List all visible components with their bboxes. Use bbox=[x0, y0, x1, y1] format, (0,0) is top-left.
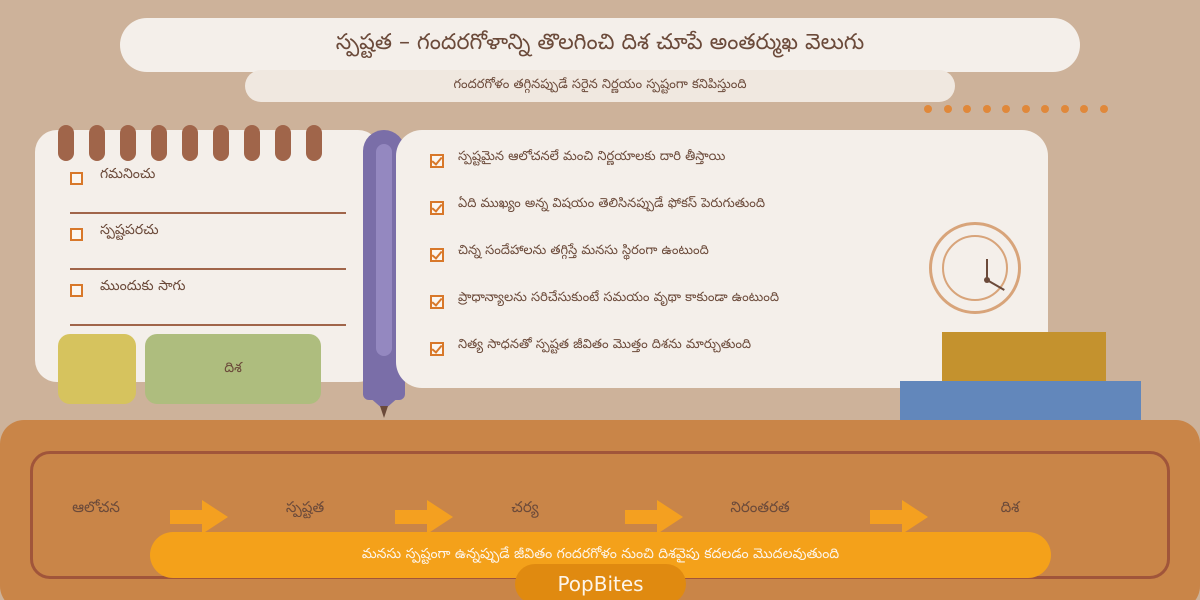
flow-step: ఆలోచన bbox=[72, 498, 120, 516]
page-title-text: స్పష్టత – గందరగోళాన్ని తొలగించి దిశ చూపే… bbox=[335, 30, 865, 55]
summary-banner-text: మనసు స్పష్టంగా ఉన్నప్పుడే జీవితం గందరగోళ… bbox=[361, 545, 840, 562]
checkbox-icon[interactable] bbox=[70, 172, 83, 185]
todo-item[interactable]: గమనించు bbox=[70, 158, 346, 214]
todo-item-label: ముందుకు సాగు bbox=[100, 278, 186, 294]
pencil-tip bbox=[368, 396, 400, 410]
checklist-item-text: ప్రాధాన్యాలను సరిచేసుకుంటే సమయం వృథా కాక… bbox=[458, 290, 780, 305]
arrow-right-icon bbox=[170, 500, 230, 534]
book-icon bbox=[942, 332, 1106, 382]
checked-box-icon bbox=[430, 295, 444, 309]
todo-item[interactable]: ముందుకు సాగు bbox=[70, 270, 346, 326]
page-subtitle-text: గందరగోళం తగ్గినప్పుడే సరైన నిర్ణయం స్పష్… bbox=[453, 77, 747, 92]
book-icon bbox=[900, 381, 1141, 421]
flow-step: స్పష్టత bbox=[285, 498, 325, 516]
brand-badge: PopBites bbox=[515, 564, 686, 600]
checklist-item: ఏది ముఖ్యం అన్న విషయం తెలిసినప్పుడే ఫోకస… bbox=[430, 195, 765, 215]
green-note-block: దిశ bbox=[145, 334, 321, 404]
pencil-highlight bbox=[376, 144, 392, 356]
checked-box-icon bbox=[430, 154, 444, 168]
arrow-right-icon bbox=[870, 500, 930, 534]
checkbox-icon[interactable] bbox=[70, 228, 83, 241]
arrow-right-icon bbox=[625, 500, 685, 534]
checklist-item: చిన్న సందేహాలను తగ్గిస్తే మనసు స్థిరంగా … bbox=[430, 242, 709, 262]
page-title: స్పష్టత – గందరగోళాన్ని తొలగించి దిశ చూపే… bbox=[120, 18, 1080, 72]
checklist-item-text: నిత్య సాధనతో స్పష్టత జీవితం మొత్తం దిశను… bbox=[458, 337, 752, 352]
page-subtitle: గందరగోళం తగ్గినప్పుడే సరైన నిర్ణయం స్పష్… bbox=[245, 70, 955, 102]
flow-step: దిశ bbox=[1000, 498, 1020, 516]
arrow-right-icon bbox=[395, 500, 455, 534]
green-note-label: దిశ bbox=[224, 359, 242, 376]
todo-item-label: గమనించు bbox=[100, 166, 156, 182]
yellow-note-block bbox=[58, 334, 136, 404]
flow-step: నిరంతరత bbox=[730, 498, 790, 516]
checked-box-icon bbox=[430, 342, 444, 356]
checked-box-icon bbox=[430, 201, 444, 215]
checklist-item-text: ఏది ముఖ్యం అన్న విషయం తెలిసినప్పుడే ఫోకస… bbox=[458, 196, 766, 211]
flow-step: చర్య bbox=[511, 498, 539, 516]
checklist-item: స్పష్టమైన ఆలోచనలే మంచి నిర్ణయాలకు దారి త… bbox=[430, 148, 725, 168]
checklist-item-text: స్పష్టమైన ఆలోచనలే మంచి నిర్ణయాలకు దారి త… bbox=[458, 149, 726, 164]
decorative-dots bbox=[924, 105, 1108, 113]
checklist-item: నిత్య సాధనతో స్పష్టత జీవితం మొత్తం దిశను… bbox=[430, 336, 751, 356]
todo-item[interactable]: స్పష్టపరచు bbox=[70, 214, 346, 270]
clock-icon bbox=[929, 222, 1021, 314]
brand-name: PopBites bbox=[557, 572, 644, 596]
checkbox-icon[interactable] bbox=[70, 284, 83, 297]
checklist-item: ప్రాధాన్యాలను సరిచేసుకుంటే సమయం వృథా కాక… bbox=[430, 289, 779, 309]
checked-box-icon bbox=[430, 248, 444, 262]
todo-item-label: స్పష్టపరచు bbox=[100, 222, 159, 238]
checklist-item-text: చిన్న సందేహాలను తగ్గిస్తే మనసు స్థిరంగా … bbox=[458, 243, 709, 258]
pencil-lead bbox=[380, 406, 388, 418]
notepad-spiral-rings bbox=[58, 125, 322, 161]
